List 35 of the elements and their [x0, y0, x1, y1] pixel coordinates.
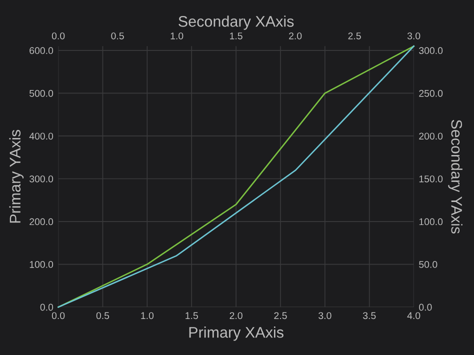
y2-tick-label: 100.0 — [419, 218, 443, 226]
y-tick-label: 300.0 — [29, 175, 54, 182]
y-tick-label: 400.0 — [29, 132, 54, 140]
x-axis-title: Primary XAxis — [189, 326, 284, 341]
x-tick-label: 1.0 — [141, 312, 154, 320]
x-tick-label: 1.5 — [186, 312, 198, 320]
x-tick-label: 3.0 — [318, 312, 332, 320]
y-tick-label: 0.0 — [40, 304, 54, 311]
y2-tick-label: 150.0 — [419, 175, 443, 182]
x2-tick-label: 3.0 — [407, 32, 420, 40]
y2-tick-label: 300.0 — [419, 47, 443, 54]
y2-tick-label: 0.0 — [419, 304, 432, 311]
y2-tick-label: 200.0 — [419, 132, 443, 140]
y-tick-label: 200.0 — [30, 218, 54, 226]
x-tick-label: 4.0 — [407, 312, 420, 320]
y-axis-title: Primary YAxis — [9, 130, 24, 223]
y2-tick-label: 50.0 — [419, 261, 438, 268]
x2-tick-label: 2.0 — [289, 32, 302, 40]
x-tick-label: 2.0 — [230, 312, 242, 320]
y-tick-label: 100.0 — [30, 261, 54, 268]
line-series — [58, 45, 414, 308]
x-tick-label: 2.5 — [274, 312, 287, 320]
y-tick-label: 500.0 — [30, 90, 54, 97]
x-tick-label: 0.5 — [96, 312, 110, 320]
x2-tick-label: 0.5 — [111, 32, 124, 40]
x2-tick-label: 1.0 — [170, 32, 184, 40]
x2-tick-label: 0.0 — [52, 32, 65, 40]
x2-axis-title: Secondary XAxis — [178, 16, 294, 30]
y2-axis-title: Secondary YAxis — [448, 120, 462, 234]
x-tick-label: 0.0 — [52, 312, 65, 320]
x-tick-label: 3.5 — [362, 312, 376, 320]
y2-tick-label: 250.0 — [419, 90, 443, 97]
x2-tick-label: 2.5 — [348, 32, 361, 40]
y-tick-label: 600.0 — [30, 47, 54, 54]
x2-tick-label: 1.5 — [230, 32, 242, 40]
